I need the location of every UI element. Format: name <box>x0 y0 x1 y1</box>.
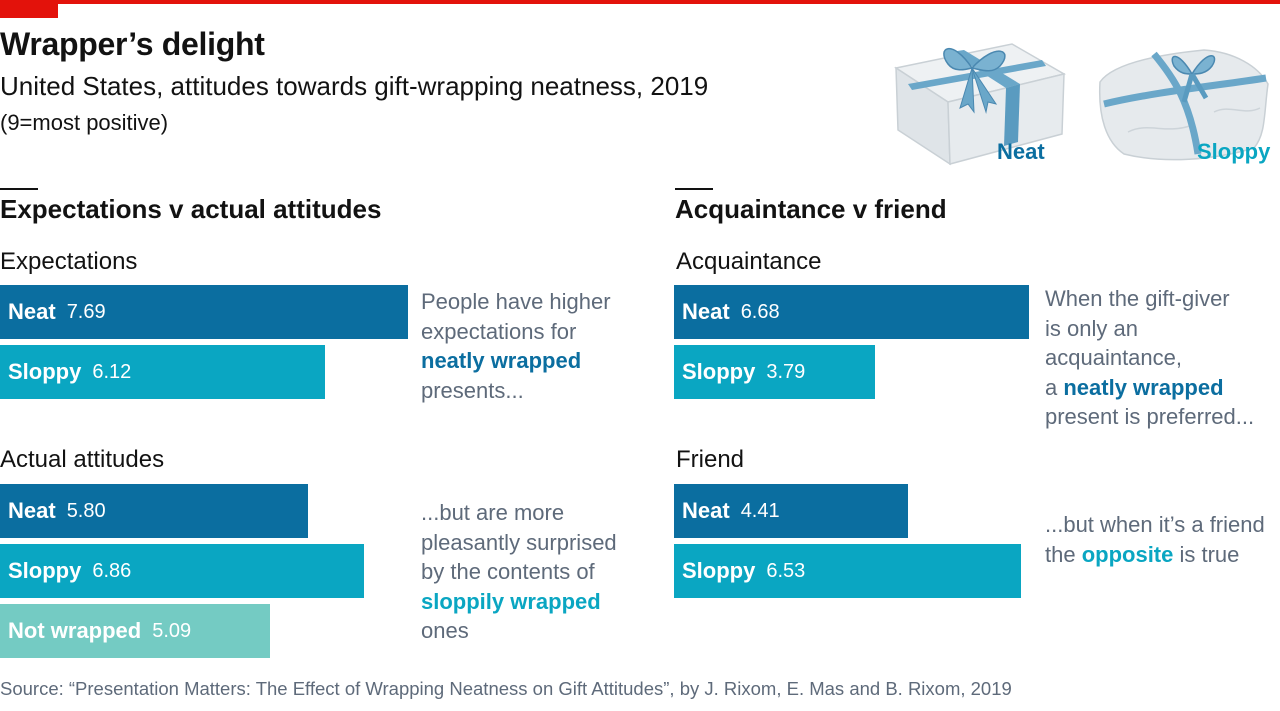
bar-label: Neat <box>8 498 56 523</box>
bar-label: Neat <box>682 299 730 324</box>
bar-acquaintance-sloppy: Sloppy 3.79 <box>674 345 876 399</box>
bar-value: 3.79 <box>766 360 806 383</box>
bar-value: 4.41 <box>740 499 780 522</box>
annotation-highlight: neatly wrapped <box>421 348 582 373</box>
bar-value: 5.09 <box>152 619 192 642</box>
top-accent-tag <box>0 0 58 18</box>
annotation-highlight: neatly wrapped <box>1063 374 1224 400</box>
bar-value: 6.12 <box>92 360 132 383</box>
sloppy-gift-icon <box>1098 49 1269 161</box>
bar-value: 5.80 <box>66 499 106 522</box>
annotation-line: pleasantly surprised <box>421 529 617 555</box>
bar-label: Neat <box>682 498 730 523</box>
left-panel-title: Expectations v actual attitudes <box>0 194 382 224</box>
annotation-text: the <box>1045 541 1082 567</box>
annotation-line: When the gift-giver <box>1045 286 1230 311</box>
annotation-line: presents... <box>421 377 524 403</box>
group-label-expectations: Expectations <box>0 248 138 275</box>
annotation-line: the opposite is true <box>1045 540 1265 570</box>
bar-label: Neat <box>8 299 56 324</box>
annotation-line: a neatly wrapped <box>1045 373 1280 403</box>
annotation-line: by the contents of <box>421 559 595 584</box>
annotation-line: present is preferred... <box>1045 404 1255 429</box>
bar-friend-sloppy: Sloppy 6.53 <box>674 544 1021 598</box>
annotation-friend: ...but when it’s a friend the opposite i… <box>1045 510 1265 569</box>
annotation-line: People have higher <box>421 289 611 314</box>
bar-friend-neat: Neat 4.41 <box>674 484 909 538</box>
annotation-acquaintance: When the gift-giver is only an acquainta… <box>1045 284 1280 432</box>
legend-sloppy: Sloppy <box>1197 139 1271 164</box>
right-panel-rule <box>675 188 713 190</box>
bar-label: Sloppy <box>682 558 756 583</box>
bar-value: 6.53 <box>766 559 806 582</box>
bar-label: Sloppy <box>8 558 82 583</box>
bar-value: 6.68 <box>740 300 780 323</box>
bar-actual-sloppy: Sloppy 6.86 <box>0 544 365 598</box>
right-panel-title: Acquaintance v friend <box>675 194 947 224</box>
bar-value: 7.69 <box>66 300 106 323</box>
annotation-line: ones <box>421 618 469 643</box>
bar-label: Sloppy <box>682 359 756 384</box>
annotation-line: is only an acquaintance, <box>1045 315 1182 371</box>
left-panel-rule <box>0 188 38 190</box>
bar-actual-neat: Neat 5.80 <box>0 484 308 538</box>
bar-label: Not wrapped <box>8 618 142 643</box>
annotation-line: expectations for <box>421 318 577 344</box>
bar-expectations-sloppy: Sloppy 6.12 <box>0 345 325 399</box>
group-label-acquaintance: Acquaintance <box>676 248 822 275</box>
chart-subtitle: United States, attitudes towards gift-wr… <box>0 71 709 101</box>
annotation-actual: ...but are more pleasantly surprised by … <box>421 498 617 646</box>
annotation-highlight: opposite <box>1081 541 1174 567</box>
group-label-friend: Friend <box>676 446 745 473</box>
scale-note: (9=most positive) <box>0 110 169 135</box>
bar-acquaintance-neat: Neat 6.68 <box>674 285 1029 339</box>
annotation-text: a <box>1045 374 1064 400</box>
bar-value: 6.86 <box>92 559 132 582</box>
bar-label: Sloppy <box>8 359 82 384</box>
legend-neat: Neat <box>997 139 1045 164</box>
annotation-text: is true <box>1173 541 1240 567</box>
bar-actual-not-wrapped: Not wrapped 5.09 <box>0 604 271 658</box>
top-accent-line <box>0 0 1280 4</box>
annotation-highlight: sloppily wrapped <box>421 588 601 614</box>
group-label-actual: Actual attitudes <box>0 446 165 473</box>
source-note: Source: “Presentation Matters: The Effec… <box>0 678 1012 699</box>
annotation-line: ...but are more <box>421 500 565 525</box>
annotation-line: ...but when it’s a friend <box>1045 512 1265 537</box>
chart-title: Wrapper’s delight <box>0 26 265 62</box>
neat-gift-icon <box>894 43 1067 166</box>
bar-expectations-neat: Neat 7.69 <box>0 285 409 339</box>
annotation-expectations: People have higher expectations for neat… <box>421 287 611 405</box>
